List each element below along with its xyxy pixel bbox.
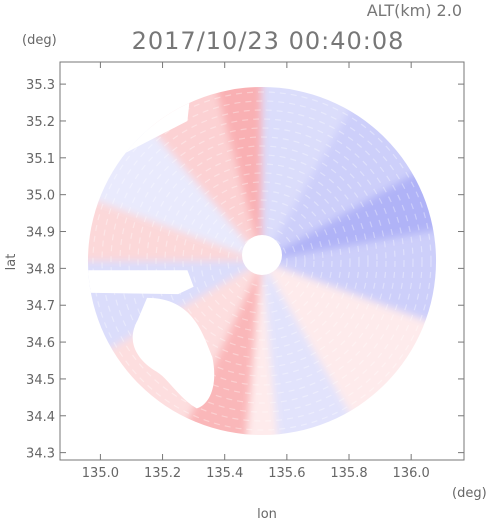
range-streak <box>236 235 288 287</box>
range-streak <box>101 100 423 422</box>
range-streak <box>227 226 297 296</box>
range-streak <box>218 217 306 305</box>
y-tick-label: 35.0 <box>26 189 55 204</box>
range-streak <box>191 190 333 332</box>
west-gap <box>87 270 194 295</box>
plot-frame <box>59 61 465 461</box>
y-tick-label: 34.7 <box>26 299 55 314</box>
x-tick-label: 135.4 <box>206 466 243 481</box>
y-tick-label: 34.3 <box>26 447 55 462</box>
velocity-sector <box>211 86 262 261</box>
range-streak <box>137 136 387 386</box>
range-streak <box>200 199 324 323</box>
radar-field <box>87 86 437 436</box>
x-tick-label: 135.6 <box>268 466 305 481</box>
y-tick-label: 35.2 <box>26 115 55 130</box>
range-streak <box>128 127 396 395</box>
y-tick-label: 35.3 <box>26 78 55 93</box>
y-tick-label: 35.1 <box>26 152 55 167</box>
altitude-label: ALT(km) 2.0 <box>367 1 462 20</box>
southwest-gap <box>132 297 215 409</box>
range-streak <box>110 109 414 413</box>
x-unit-label: (deg) <box>452 486 487 501</box>
x-tick-label: 135.2 <box>144 466 181 481</box>
range-streak <box>173 172 351 350</box>
velocity-sector <box>262 227 437 328</box>
x-tick-label: 136.0 <box>393 466 430 481</box>
x-tick-label: 135.0 <box>82 466 119 481</box>
x-axis-ticks: 135.0 135.2 135.4 135.6 135.8 136.0 <box>82 62 430 481</box>
x-axis-label: lon <box>257 507 277 521</box>
range-streak <box>119 118 405 404</box>
range-ring-streaks <box>92 91 432 431</box>
chart-title: 2017/10/23 00:40:08 <box>132 27 405 55</box>
y-axis-label: lat <box>4 254 19 271</box>
y-tick-label: 34.5 <box>26 373 55 388</box>
y-tick-label: 34.4 <box>26 410 55 425</box>
range-streak <box>164 163 360 359</box>
velocity-sector <box>245 261 279 436</box>
plot-area <box>87 86 437 436</box>
range-streak <box>146 145 378 377</box>
y-unit-label: (deg) <box>22 33 57 48</box>
range-streak <box>182 181 342 341</box>
center-gap <box>242 235 282 275</box>
velocity-sector <box>262 261 360 436</box>
velocity-sector <box>262 163 437 261</box>
x-tick-label: 135.8 <box>330 466 367 481</box>
range-streak <box>92 91 432 431</box>
y-tick-label: 34.6 <box>26 336 55 351</box>
range-streak <box>209 208 315 314</box>
y-tick-label: 34.8 <box>26 262 55 277</box>
y-axis-ticks: 34.3 34.4 34.5 34.6 34.7 34.8 34.9 35.0 35.1 35.2… <box>26 78 464 462</box>
velocity-sector <box>87 194 262 261</box>
velocity-sector <box>262 86 360 261</box>
range-streak <box>155 154 369 368</box>
y-tick-label: 34.9 <box>26 226 55 241</box>
